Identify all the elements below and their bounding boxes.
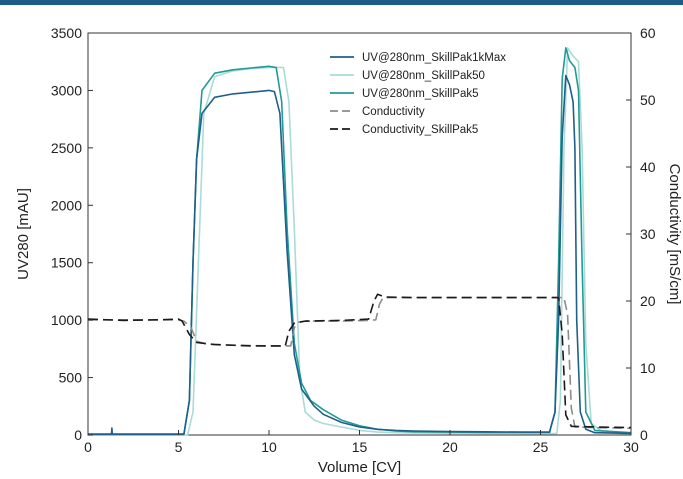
x-tick-label: 30 [623, 439, 639, 455]
y2-axis-title: Conductivity [mS/cm] [666, 164, 683, 305]
y-tick-label: 1000 [51, 312, 82, 328]
x-tick-label: 20 [442, 439, 458, 455]
y-tick-label: 3500 [51, 25, 82, 41]
legend-label: Conductivity_SkillPak5 [362, 124, 478, 136]
x-tick-label: 25 [533, 439, 549, 455]
y-tick-label: 3000 [51, 82, 82, 98]
y-tick-label: 2500 [51, 140, 82, 156]
y-tick-label: 1500 [51, 255, 82, 271]
legend-label: UV@280nm_SkillPak50 [362, 70, 485, 82]
series-layer [87, 47, 632, 436]
y-axis-title: UV280 [mAU] [15, 188, 32, 280]
y2-tick-label: 10 [640, 360, 656, 376]
x-tick-label: 5 [175, 439, 183, 455]
y-tick-label: 2000 [51, 197, 82, 213]
x-axis-title: Volume [CV] [318, 459, 401, 476]
x-tick-label: 15 [352, 439, 368, 455]
series-line-Conductivity [88, 296, 632, 430]
legend: UV@280nm_SkillPak1kMax UV@280nm_SkillPak5… [330, 52, 506, 136]
x-tick-label: 10 [261, 439, 277, 455]
series-line-UV@280nm_SkillPak5 [88, 47, 632, 435]
y-tick-label: 0 [74, 427, 82, 443]
y2-tick-label: 40 [640, 159, 656, 175]
series-line-UV@280nm_SkillPak1kMax [88, 74, 632, 436]
legend-label: Conductivity [362, 106, 425, 118]
y2-tick-label: 50 [640, 92, 656, 108]
legend-label: UV@280nm_SkillPak1kMax [362, 52, 506, 64]
axis-layer: 0 5 10 15 20 25 300500100015002000250030003500… [51, 25, 656, 455]
top-accent-bar [0, 0, 683, 5]
y-tick-label: 500 [59, 370, 83, 386]
y2-tick-label: 20 [640, 293, 656, 309]
y2-tick-label: 30 [640, 226, 656, 242]
series-line-Conductivity_SkillPak5 [87, 293, 632, 429]
plot-frame [87, 32, 632, 436]
y2-tick-label: 60 [640, 25, 656, 41]
series-line-UV@280nm_SkillPak50 [88, 47, 632, 436]
x-tick-label: 0 [84, 439, 92, 455]
y2-tick-label: 0 [640, 427, 648, 443]
legend-label: UV@280nm_SkillPak5 [362, 88, 479, 100]
